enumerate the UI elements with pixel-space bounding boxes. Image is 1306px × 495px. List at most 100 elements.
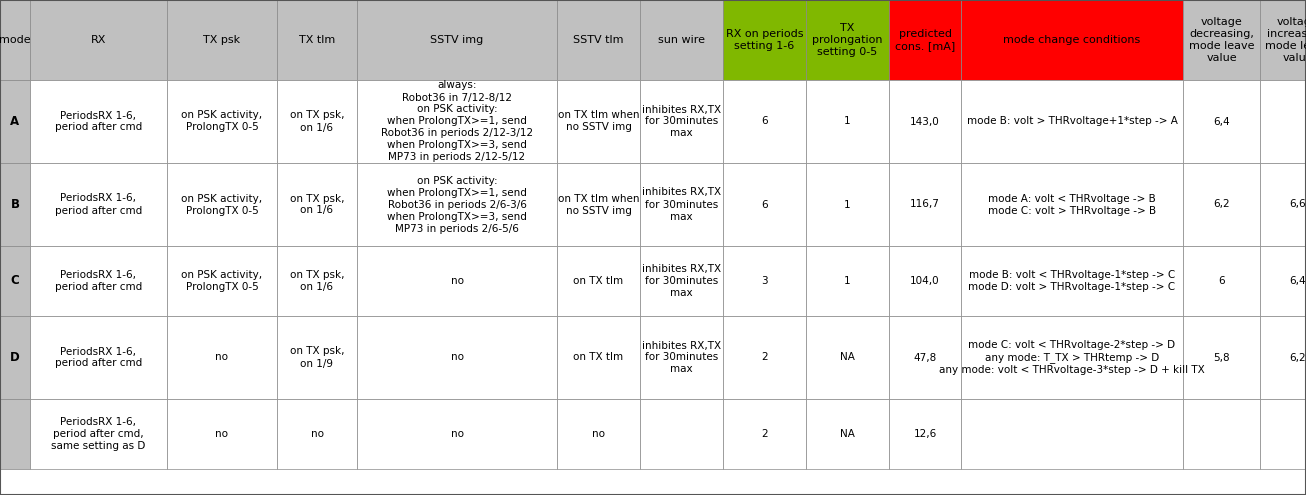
Text: on TX psk,
on 1/9: on TX psk, on 1/9 [290,346,345,368]
Bar [889,163,961,246]
Bar [167,0,277,80]
Bar [889,399,961,469]
Bar [806,0,889,80]
Text: TX psk: TX psk [204,35,240,45]
Text: 5,8: 5,8 [1213,352,1230,362]
Text: 6,2: 6,2 [1213,199,1230,209]
Bar [167,246,277,316]
Bar [30,163,167,246]
Bar [640,399,724,469]
Text: no: no [311,429,324,439]
Bar [640,163,724,246]
Text: on TX psk,
on 1/6: on TX psk, on 1/6 [290,270,345,292]
Text: D: D [10,351,20,364]
Text: voltage
decreasing,
mode leave
value: voltage decreasing, mode leave value [1188,17,1254,63]
Bar [1260,399,1306,469]
Bar [0,399,30,469]
Bar [30,246,167,316]
Bar [556,163,640,246]
Text: 47,8: 47,8 [913,352,936,362]
Text: 1: 1 [844,116,850,127]
Bar [724,316,806,399]
Bar [1183,399,1260,469]
Text: on TX tlm: on TX tlm [573,352,623,362]
Text: B: B [10,198,20,211]
Text: 6,4: 6,4 [1289,276,1306,286]
Text: TX tlm: TX tlm [299,35,336,45]
Bar [724,163,806,246]
Bar [1260,80,1306,163]
Bar [277,246,357,316]
Text: voltage
increasing,
mode leave
value: voltage increasing, mode leave value [1264,17,1306,63]
Bar [357,316,556,399]
Text: RX on periods
setting 1-6: RX on periods setting 1-6 [726,29,803,51]
Bar [961,246,1183,316]
Bar [806,163,889,246]
Bar [806,80,889,163]
Text: inhibites RX,TX
for 30minutes
max: inhibites RX,TX for 30minutes max [643,341,721,375]
Text: sun wire: sun wire [658,35,705,45]
Bar [889,0,961,80]
Text: predicted
cons. [mA]: predicted cons. [mA] [895,29,955,51]
Bar [1183,316,1260,399]
Text: no: no [215,352,229,362]
Text: inhibites RX,TX
for 30minutes
max: inhibites RX,TX for 30minutes max [643,264,721,298]
Text: no: no [215,429,229,439]
Text: always:
Robot36 in 7/12-8/12
on PSK activity:
when ProlongTX>=1, send
Robot36 in: always: Robot36 in 7/12-8/12 on PSK acti… [381,81,533,162]
Bar [0,316,30,399]
Bar [640,0,724,80]
Text: on TX psk,
on 1/6: on TX psk, on 1/6 [290,194,345,215]
Bar [0,163,30,246]
Text: no: no [592,429,605,439]
Text: 6: 6 [761,199,768,209]
Text: 104,0: 104,0 [910,276,940,286]
Text: 143,0: 143,0 [910,116,940,127]
Bar [961,399,1183,469]
Bar [357,0,556,80]
Bar [277,0,357,80]
Bar [1183,246,1260,316]
Bar [167,80,277,163]
Text: RX: RX [91,35,106,45]
Bar [724,80,806,163]
Bar [30,316,167,399]
Text: 6,6: 6,6 [1289,199,1306,209]
Text: 2: 2 [761,429,768,439]
Bar [167,399,277,469]
Bar [0,0,30,80]
Text: mode A: volt < THRvoltage -> B
mode C: volt > THRvoltage -> B: mode A: volt < THRvoltage -> B mode C: v… [987,194,1156,215]
Text: mode C: volt < THRvoltage-2*step -> D
any mode: T_TX > THRtemp -> D
any mode: vo: mode C: volt < THRvoltage-2*step -> D an… [939,340,1205,375]
Text: SSTV img: SSTV img [431,35,483,45]
Text: PeriodsRX 1-6,
period after cmd: PeriodsRX 1-6, period after cmd [55,270,142,292]
Text: PeriodsRX 1-6,
period after cmd: PeriodsRX 1-6, period after cmd [55,194,142,215]
Bar [961,80,1183,163]
Bar [277,316,357,399]
Text: on PSK activity:
when ProlongTX>=1, send
Robot36 in periods 2/6-3/6
when Prolong: on PSK activity: when ProlongTX>=1, send… [387,176,526,234]
Bar [1260,0,1306,80]
Text: 6: 6 [1218,276,1225,286]
Bar [277,399,357,469]
Text: on TX tlm: on TX tlm [573,276,623,286]
Bar [1183,80,1260,163]
Text: 116,7: 116,7 [910,199,940,209]
Bar [640,246,724,316]
Bar [357,399,556,469]
Bar [961,316,1183,399]
Bar [724,399,806,469]
Bar [277,80,357,163]
Bar [640,316,724,399]
Bar [889,80,961,163]
Text: mode B: volt > THRvoltage+1*step -> A: mode B: volt > THRvoltage+1*step -> A [966,116,1178,127]
Bar [724,0,806,80]
Text: 6: 6 [761,116,768,127]
Text: no: no [451,276,464,286]
Text: on TX tlm when
no SSTV img: on TX tlm when no SSTV img [558,194,639,215]
Bar [640,80,724,163]
Bar [30,0,167,80]
Text: on TX tlm when
no SSTV img: on TX tlm when no SSTV img [558,110,639,133]
Text: NA: NA [840,429,855,439]
Text: mode: mode [0,35,31,45]
Bar [1260,316,1306,399]
Bar [961,0,1183,80]
Bar [1260,163,1306,246]
